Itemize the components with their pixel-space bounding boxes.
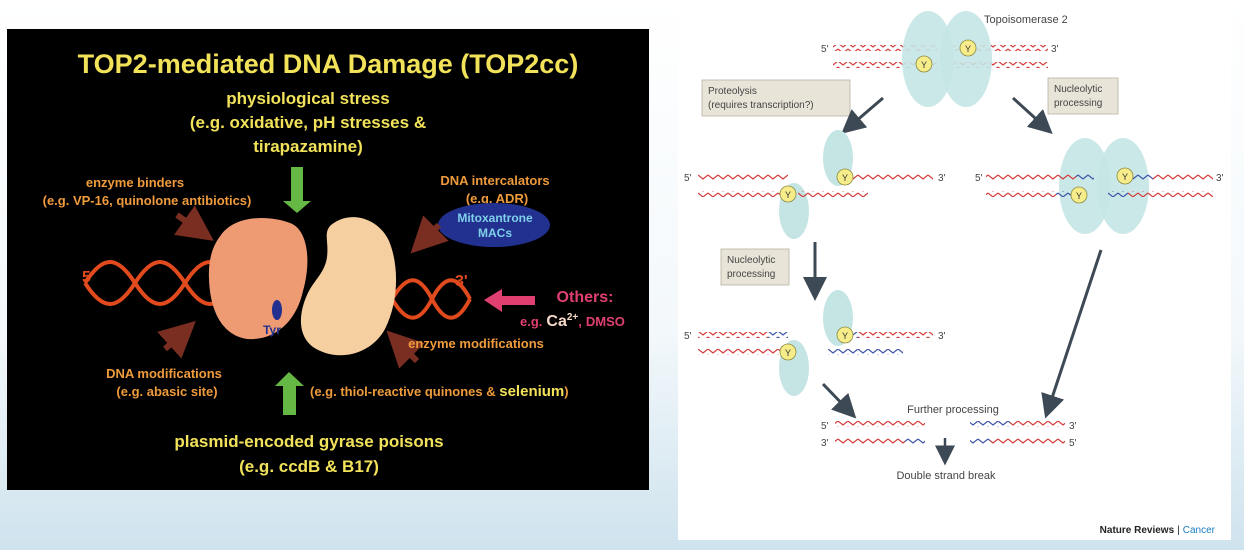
others-title: Others: <box>557 289 614 306</box>
others-examples: e.g. Ca2+, DMSO <box>520 312 625 330</box>
left-lower-y-upper: Y <box>842 331 848 341</box>
others-arrow <box>484 289 535 312</box>
intercalator-drugs-ellipse <box>438 203 550 247</box>
enzyme-modifications-label: enzyme modifications <box>408 336 544 351</box>
footer-brand: Nature Reviews <box>1100 525 1175 536</box>
others-eg: e.g. <box>520 314 542 329</box>
others-separator: , <box>578 314 582 329</box>
proteolysis-note: (requires transcription?) <box>708 100 814 111</box>
enzyme-modifications-example: (e.g. thiol-reactive quinones & selenium… <box>310 383 569 400</box>
dna-modifications-label: DNA modifications <box>106 366 222 381</box>
three-prime-label: 3' <box>455 273 468 290</box>
final-right-five-prime: 5' <box>1069 438 1077 449</box>
green-arrow-up <box>275 372 304 415</box>
top-complex <box>833 11 1048 107</box>
right-mid-three-prime: 3' <box>1216 173 1224 184</box>
dna-modifications-arrow <box>157 320 196 359</box>
left-mid-y-lower: Y <box>785 190 791 200</box>
proteolysis-label: Proteolysis <box>708 86 757 97</box>
plasmid-example: (e.g. ccdB & B17) <box>239 457 379 476</box>
enzyme-modifications-arrow <box>386 330 425 369</box>
left-lower-y-lower: Y <box>785 348 791 358</box>
enzyme-mod-eg: (e.g. thiol-reactive quinones & <box>310 384 499 399</box>
enzyme-binders-example: (e.g. VP-16, quinolone antibiotics) <box>43 193 252 208</box>
nucleolytic-top-label-2: processing <box>1054 98 1102 109</box>
left-mid-y-upper: Y <box>842 173 848 183</box>
physiological-stress-label: physiological stress <box>226 89 389 108</box>
top2-damage-figure: TOP2-mediated DNA Damage (TOP2cc) physio… <box>43 49 625 476</box>
dna-modifications-example: (e.g. abasic site) <box>116 384 217 399</box>
macs-label: MACs <box>478 226 512 240</box>
left-mid-three-prime: 3' <box>938 173 946 184</box>
left-lower-three-prime: 3' <box>938 331 946 342</box>
selenium-label: selenium <box>499 383 564 400</box>
top2-processing-figure: Topoisomerase 2 5' 3' Y Y Proteolysis (r… <box>678 6 1231 540</box>
nature-reviews-figure: Topoisomerase 2 5' 3' Y Y Proteolysis (r… <box>684 11 1224 536</box>
dna-intercalators-example: (e.g. ADR) <box>466 191 528 206</box>
right-mid-five-prime: 5' <box>975 173 983 184</box>
right-mid-y-upper: Y <box>1122 172 1128 182</box>
physiological-stress-example-1: (e.g. oxidative, pH stresses & <box>190 113 426 132</box>
left-mid-five-prime: 5' <box>684 173 692 184</box>
final-left-five-prime: 5' <box>821 421 829 432</box>
dmso-label: DMSO <box>586 314 625 329</box>
right-mid-y-lower: Y <box>1076 191 1082 201</box>
top-y-lower: Y <box>921 60 927 70</box>
nucleolytic-mid-box <box>720 248 790 286</box>
plasmid-label: plasmid-encoded gyrase poisons <box>174 432 443 451</box>
left-mid-complex <box>698 130 933 239</box>
top2-damage-slide: TOP2-mediated DNA Damage (TOP2cc) physio… <box>7 29 649 490</box>
enzyme-binders-label: enzyme binders <box>86 175 184 190</box>
final-dna-pieces <box>835 421 1065 444</box>
figure-credit: Nature Reviews | Cancer <box>1100 525 1216 536</box>
top2-enzyme-left-lobe <box>208 218 308 340</box>
left-lower-five-prime: 5' <box>684 331 692 342</box>
physiological-stress-example-2: tirapazamine) <box>253 137 363 156</box>
top-five-prime: 5' <box>821 44 829 55</box>
final-left-three-prime: 3' <box>821 438 829 449</box>
arrow-to-proteolysis <box>841 96 884 134</box>
nucleolytic-top-box <box>1047 77 1119 115</box>
right-mid-complex <box>986 138 1213 234</box>
nucleolytic-mid-label-1: Nucleolytic <box>727 255 775 266</box>
top-three-prime: 3' <box>1051 44 1059 55</box>
enzyme-mod-close: ) <box>564 384 568 399</box>
enzyme-binders-arrow <box>174 205 214 241</box>
dna-intercalators-arrow <box>410 215 449 254</box>
dna-intercalators-label: DNA intercalators <box>440 173 549 188</box>
arrow-to-nucleolytic <box>1011 96 1053 135</box>
calcium-charge: 2+ <box>567 312 579 323</box>
dna-helix-right <box>390 278 472 320</box>
tyrosine-marker <box>272 300 282 320</box>
tyr-label: Tyr <box>263 323 281 337</box>
arrow-right-to-further <box>1041 249 1103 419</box>
green-arrow-down <box>283 167 311 213</box>
further-processing-label: Further processing <box>907 404 999 416</box>
topoisomerase-title: Topoisomerase 2 <box>984 14 1068 26</box>
double-strand-break-label: Double strand break <box>896 470 996 482</box>
final-right-three-prime: 3' <box>1069 421 1077 432</box>
proteolysis-box <box>701 79 851 117</box>
nucleolytic-top-label-1: Nucleolytic <box>1054 84 1102 95</box>
footer-journal: Cancer <box>1183 525 1216 536</box>
calcium-label: Ca <box>546 313 567 330</box>
top2-enzyme-right-lobe <box>300 217 397 356</box>
top-y-upper: Y <box>965 44 971 54</box>
five-prime-label: 5' <box>82 269 95 286</box>
left-lower-complex <box>698 290 933 396</box>
nucleolytic-mid-label-2: processing <box>727 269 775 280</box>
mitoxantrone-label: Mitoxantrone <box>457 211 533 225</box>
footer-separator: | <box>1177 525 1180 536</box>
arrow-left-to-further <box>821 382 857 419</box>
slide-title: TOP2-mediated DNA Damage (TOP2cc) <box>78 49 579 79</box>
